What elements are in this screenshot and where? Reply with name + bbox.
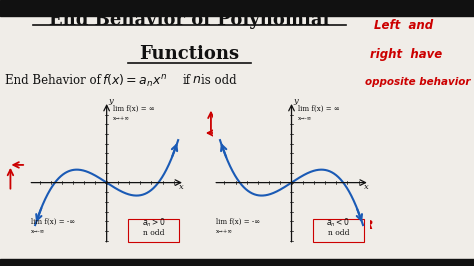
- Text: x→+∞: x→+∞: [113, 117, 130, 122]
- Bar: [0, 259, 474, 266]
- Text: y: y: [293, 97, 298, 105]
- Text: lim f(x) = ∞: lim f(x) = ∞: [298, 105, 340, 113]
- Text: n odd: n odd: [143, 229, 164, 237]
- Text: x→-∞: x→-∞: [31, 229, 45, 234]
- Text: $n$: $n$: [192, 73, 201, 86]
- Text: ↑R, ↓L: ↑R, ↓L: [57, 219, 109, 232]
- Text: opposite behavior: opposite behavior: [365, 77, 471, 87]
- Text: lim f(x) = -∞: lim f(x) = -∞: [31, 217, 75, 225]
- Text: End Behavior of Polynomial: End Behavior of Polynomial: [49, 11, 330, 29]
- Text: x→+∞: x→+∞: [216, 229, 233, 234]
- Text: $a_n > 0$: $a_n > 0$: [142, 216, 165, 229]
- Text: lim f(x) = ∞: lim f(x) = ∞: [113, 105, 155, 113]
- Text: lim f(x) = -∞: lim f(x) = -∞: [216, 217, 260, 225]
- Text: ↑L, ↓R: ↑L, ↓R: [323, 219, 374, 232]
- Text: Left  and: Left and: [374, 19, 434, 32]
- Text: $f(x)=a_n x^n$: $f(x)=a_n x^n$: [102, 73, 167, 89]
- Text: x: x: [364, 183, 369, 192]
- Text: n odd: n odd: [328, 229, 349, 237]
- Text: y: y: [108, 97, 113, 105]
- Text: Functions: Functions: [139, 45, 240, 63]
- Bar: [0, 0, 474, 16]
- Text: $a_n < 0$: $a_n < 0$: [327, 216, 350, 229]
- Text: x: x: [179, 183, 184, 192]
- Text: x→-∞: x→-∞: [298, 117, 312, 122]
- Text: End Behavior of: End Behavior of: [5, 74, 100, 88]
- Text: if: if: [182, 74, 191, 88]
- Text: right  have: right have: [370, 48, 442, 61]
- Text: is odd: is odd: [201, 74, 237, 88]
